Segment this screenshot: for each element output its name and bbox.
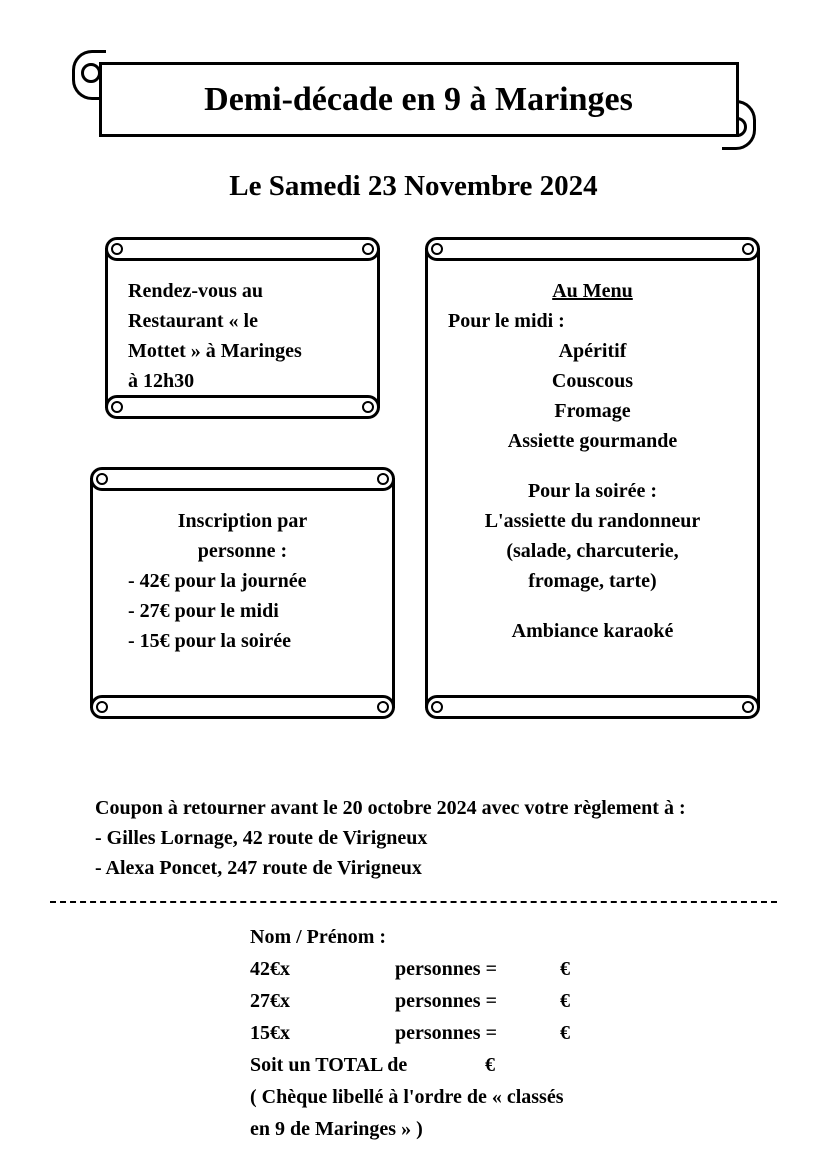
menu-item: Assiette gourmande [448,426,737,456]
euro-symbol: € [510,953,570,985]
scroll-bar-icon [90,467,395,491]
menu-item: fromage, tarte) [448,566,737,596]
price-cell: 27€x [250,985,305,1017]
price-option: - 27€ pour le midi [113,596,372,626]
price-cell: 42€x [250,953,305,985]
menu-item: Fromage [448,396,737,426]
return-line: - Gilles Lornage, 42 route de Virigneux [95,823,732,853]
menu-item: (salade, charcuterie, [448,536,737,566]
scroll-bar-icon [425,695,760,719]
cheque-instruction: en 9 de Maringes » ) [250,1113,777,1145]
total-label: Soit un TOTAL de [250,1049,430,1081]
return-instructions: Coupon à retourner avant le 20 octobre 2… [50,793,777,883]
return-line: Coupon à retourner avant le 20 octobre 2… [95,793,732,823]
cheque-instruction: ( Chèque libellé à l'ordre de « classés [250,1081,777,1113]
menu-item: Couscous [448,366,737,396]
page-title: Demi-décade en 9 à Maringes [99,62,739,137]
menu-item: L'assiette du randonneur [448,506,737,536]
menu-section-label: Pour la soirée : [448,476,737,506]
price-option: - 15€ pour la soirée [113,626,372,656]
euro-symbol: € [510,985,570,1017]
title-banner: Demi-décade en 9 à Maringes [64,50,764,150]
rendezvous-text: Rendez-vous au [128,276,357,306]
coupon-row: 27€x personnes = € [250,985,777,1017]
scroll-bar-icon [105,237,380,261]
euro-symbol: € [510,1017,570,1049]
rendezvous-box: Rendez-vous au Restaurant « le Mottet » … [105,248,380,408]
euro-symbol: € [435,1049,495,1081]
personnes-label: personnes = [395,953,505,985]
menu-section-label: Pour le midi : [448,306,737,336]
coupon-row: 15€x personnes = € [250,1017,777,1049]
scroll-bar-icon [90,695,395,719]
date-subtitle: Le Samedi 23 Novembre 2024 [50,170,777,203]
rendezvous-text: à 12h30 [128,366,357,396]
return-line: - Alexa Poncet, 247 route de Virigneux [95,853,732,883]
rendezvous-text: Restaurant « le [128,306,357,336]
menu-box: Au Menu Pour le midi : Apéritif Couscous… [425,248,760,708]
scroll-bar-icon [425,237,760,261]
inscription-heading: Inscription par [113,506,372,536]
coupon-form: Nom / Prénom : 42€x personnes = € 27€x p… [50,921,777,1145]
name-label: Nom / Prénom : [250,921,777,953]
personnes-label: personnes = [395,1017,505,1049]
inscription-box: Inscription par personne : - 42€ pour la… [90,478,395,708]
price-option: - 42€ pour la journée [113,566,372,596]
menu-heading: Au Menu [448,276,737,306]
inscription-heading: personne : [113,536,372,566]
personnes-label: personnes = [395,985,505,1017]
menu-item: Ambiance karaoké [448,616,737,646]
tear-line [50,901,777,903]
rendezvous-text: Mottet » à Maringes [128,336,357,366]
price-cell: 15€x [250,1017,305,1049]
coupon-row: 42€x personnes = € [250,953,777,985]
menu-item: Apéritif [448,336,737,366]
total-row: Soit un TOTAL de € [250,1049,777,1081]
scroll-bar-icon [105,395,380,419]
